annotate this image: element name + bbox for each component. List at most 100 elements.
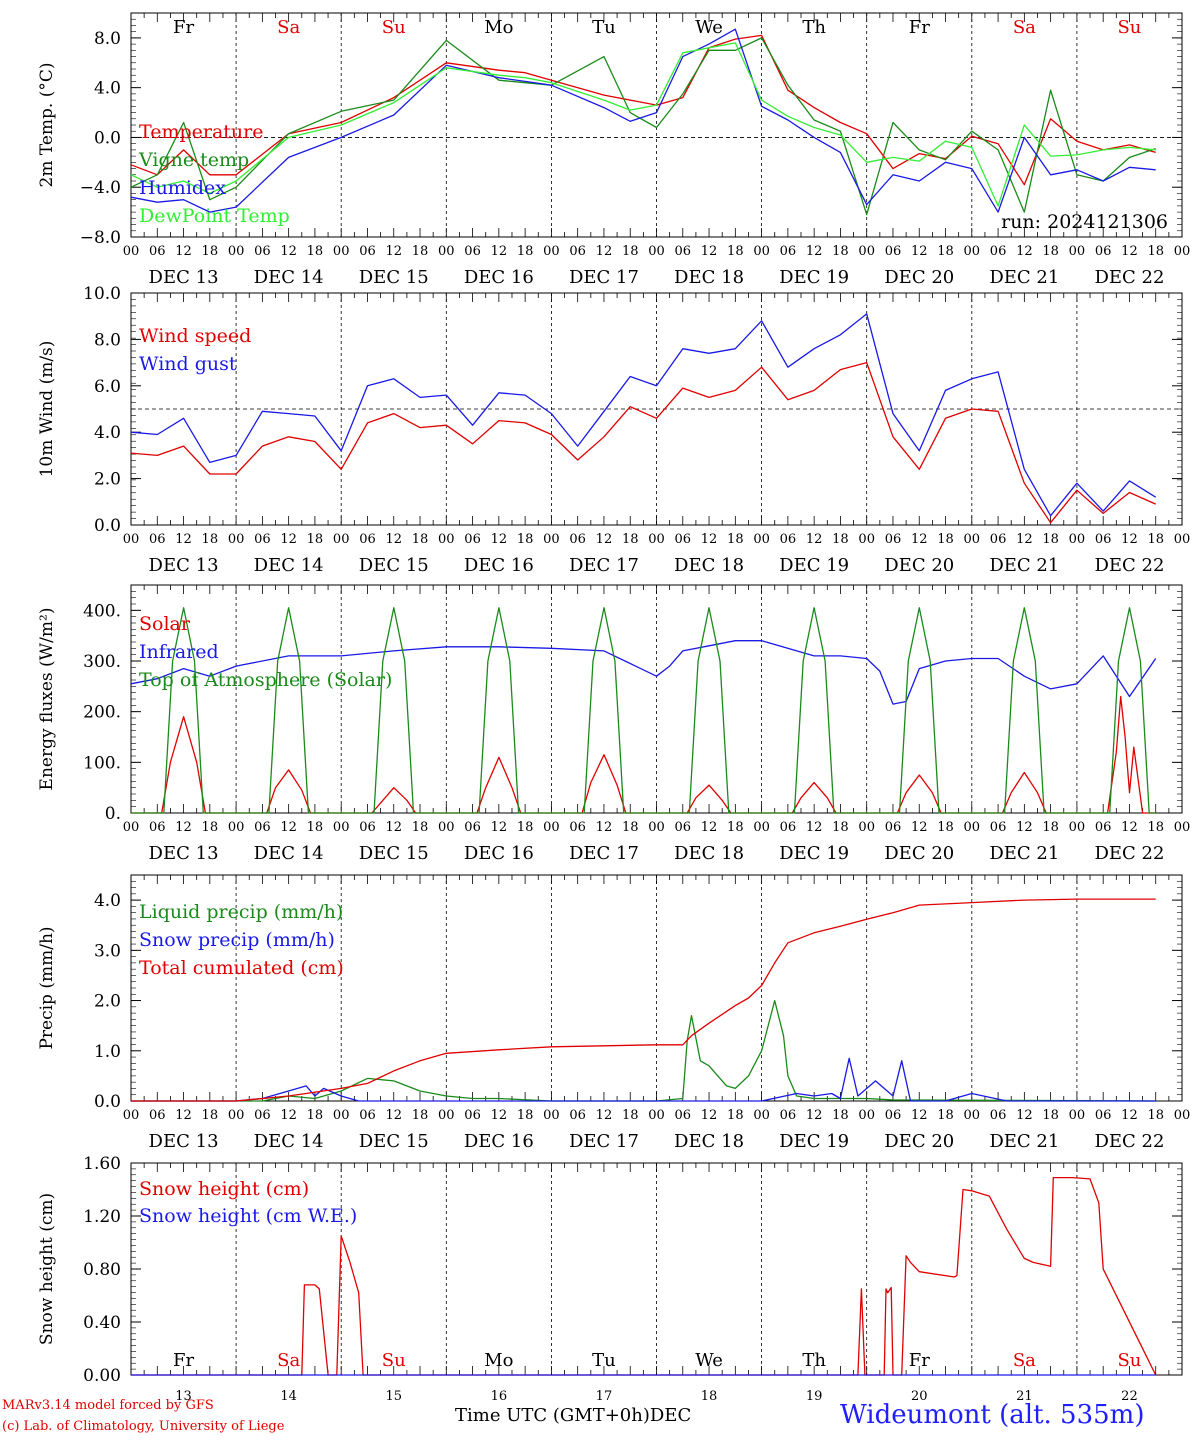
hour-tick-label: 00 — [858, 1108, 875, 1123]
hour-tick-label: 00 — [123, 532, 140, 547]
y-tick-label: 2.0 — [94, 992, 121, 1012]
date-label: DEC 18 — [674, 555, 744, 576]
hour-tick-label: 18 — [517, 820, 534, 835]
hour-tick-label: 18 — [727, 532, 744, 547]
hour-tick-label: 18 — [622, 1108, 639, 1123]
hour-tick-label: 00 — [1069, 820, 1086, 835]
hour-tick-label: 12 — [175, 820, 192, 835]
hour-tick-label: 18 — [517, 532, 534, 547]
hour-tick-label: 00 — [1174, 1108, 1191, 1123]
hour-tick-label: 06 — [675, 532, 692, 547]
y-tick-label: 6.0 — [94, 377, 121, 397]
y-tick-label: 0.0 — [94, 1092, 121, 1112]
date-label: DEC 14 — [254, 555, 324, 576]
hour-tick-label: 06 — [254, 244, 271, 259]
hour-tick-label: 06 — [254, 532, 271, 547]
hour-tick-label: 12 — [1016, 1108, 1033, 1123]
date-label: DEC 14 — [254, 1131, 324, 1152]
hour-tick-label: 18 — [1042, 1108, 1059, 1123]
day-number-label: 22 — [1121, 1389, 1138, 1404]
x-axis-title-text: Time UTC (GMT+0h) — [455, 1405, 650, 1426]
y-tick-label: 3.0 — [94, 941, 121, 961]
hour-tick-label: 00 — [228, 532, 245, 547]
hour-tick-label: 12 — [491, 244, 508, 259]
y-axis-title: 2m Temp. (°C) — [37, 62, 57, 187]
date-label: DEC 22 — [1094, 1131, 1164, 1152]
hour-tick-label: 06 — [780, 532, 797, 547]
date-label: DEC 18 — [674, 267, 744, 288]
hour-tick-label: 12 — [491, 820, 508, 835]
hour-tick-label: 06 — [1095, 532, 1112, 547]
day-number-label: 18 — [701, 1389, 718, 1404]
hour-tick-label: 06 — [1095, 1108, 1112, 1123]
hour-tick-label: 06 — [149, 1108, 166, 1123]
hour-tick-label: 12 — [596, 532, 613, 547]
y-tick-label: 4.0 — [94, 891, 121, 911]
date-label: DEC 17 — [569, 555, 639, 576]
date-label: DEC 17 — [569, 843, 639, 864]
hour-tick-label: 18 — [727, 820, 744, 835]
series-line-wind-speed — [130, 361, 1156, 524]
date-label: DEC 15 — [359, 843, 429, 864]
hour-tick-label: 18 — [412, 244, 429, 259]
hour-tick-label: 12 — [701, 532, 718, 547]
weekday-label: We — [695, 1350, 723, 1371]
hour-tick-label: 00 — [228, 1108, 245, 1123]
day-number-label: 13 — [175, 1389, 192, 1404]
run-label: run: 2024121306 — [1001, 211, 1168, 233]
series-line-temperature — [130, 34, 1156, 186]
hour-tick-label: 00 — [964, 244, 981, 259]
date-label: DEC 19 — [779, 267, 849, 288]
panel-5: 1.60 1.20 0.80 0.40 0.00 Snow height (cm) Snow… — [37, 1154, 1183, 1404]
day-number-label: 21 — [1016, 1389, 1033, 1404]
day-number-label: 16 — [491, 1389, 508, 1404]
hour-tick-label: 00 — [964, 1108, 981, 1123]
date-label: DEC 13 — [149, 267, 219, 288]
hour-tick-label: 12 — [280, 244, 297, 259]
hour-tick-label: 00 — [1174, 244, 1191, 259]
date-label: DEC 16 — [464, 843, 534, 864]
hour-tick-label: 18 — [1042, 532, 1059, 547]
hour-tick-label: 12 — [1121, 532, 1138, 547]
hour-tick-label: 18 — [517, 244, 534, 259]
series-line-vigne-temp — [130, 37, 1156, 216]
weekday-label: We — [695, 17, 723, 38]
hour-tick-label: 18 — [1147, 244, 1164, 259]
weekday-label: Mo — [484, 1350, 513, 1371]
y-tick-label: 1.0 — [94, 1042, 121, 1062]
hour-tick-label: 18 — [202, 820, 219, 835]
date-label: DEC 16 — [464, 267, 534, 288]
hour-tick-label: 18 — [517, 1108, 534, 1123]
y-tick-label: 4.0 — [94, 79, 121, 99]
date-label: DEC 22 — [1094, 843, 1164, 864]
hour-tick-label: 00 — [438, 1108, 455, 1123]
hour-tick-label: 06 — [675, 820, 692, 835]
hour-tick-label: 18 — [832, 244, 849, 259]
hour-tick-label: 00 — [333, 532, 350, 547]
hour-tick-label: 06 — [990, 1108, 1007, 1123]
weekday-label: Th — [802, 17, 826, 38]
hour-tick-label: 00 — [1069, 532, 1086, 547]
date-label: DEC 19 — [779, 1131, 849, 1152]
y-tick-label: 400. — [83, 601, 121, 621]
hour-tick-label: 06 — [885, 820, 902, 835]
y-axis-title: Snow height (cm) — [37, 1193, 57, 1345]
y-tick-label: 0.0 — [94, 516, 121, 536]
hour-tick-label: 12 — [280, 532, 297, 547]
hour-tick-label: 06 — [569, 532, 586, 547]
hour-tick-label: 18 — [1042, 820, 1059, 835]
y-tick-label: 8.0 — [94, 29, 121, 49]
hour-tick-label: 00 — [753, 244, 770, 259]
hour-tick-label: 18 — [412, 820, 429, 835]
weekday-label: Sa — [1013, 1350, 1036, 1371]
panel-2: 10.0 8.0 6.0 4.0 2.0 0.0 10m Wind (m/s) Wind sp… — [37, 284, 1190, 576]
hour-tick-label: 06 — [359, 532, 376, 547]
hour-tick-label: 00 — [123, 820, 140, 835]
hour-tick-label: 18 — [307, 532, 324, 547]
hour-tick-label: 00 — [228, 244, 245, 259]
hour-tick-label: 00 — [543, 1108, 560, 1123]
legend-entry: Snow precip (mm/h) — [139, 929, 335, 951]
hour-tick-label: 06 — [569, 1108, 586, 1123]
hour-tick-label: 00 — [1069, 244, 1086, 259]
weekday-label: Th — [802, 1350, 826, 1371]
